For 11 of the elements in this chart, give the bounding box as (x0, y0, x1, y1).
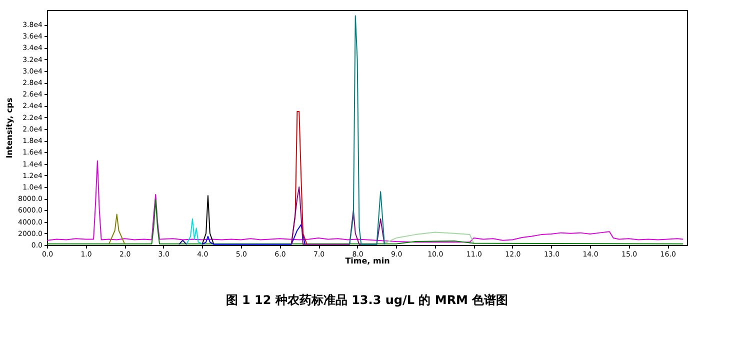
line-series (290, 111, 308, 245)
y-axis-title: Intensity, cps (5, 97, 14, 158)
line-series (47, 160, 684, 243)
line-series (47, 199, 684, 244)
line-series (384, 232, 474, 244)
line-series (202, 224, 306, 245)
line-series (349, 15, 385, 245)
line-series (186, 218, 203, 244)
text: 图 1 12 种农药标准品 13.3 ug/L 的 MRM 色谱图 (226, 293, 508, 307)
x-axis-title: Time, min (345, 256, 390, 266)
line-series (290, 186, 385, 245)
